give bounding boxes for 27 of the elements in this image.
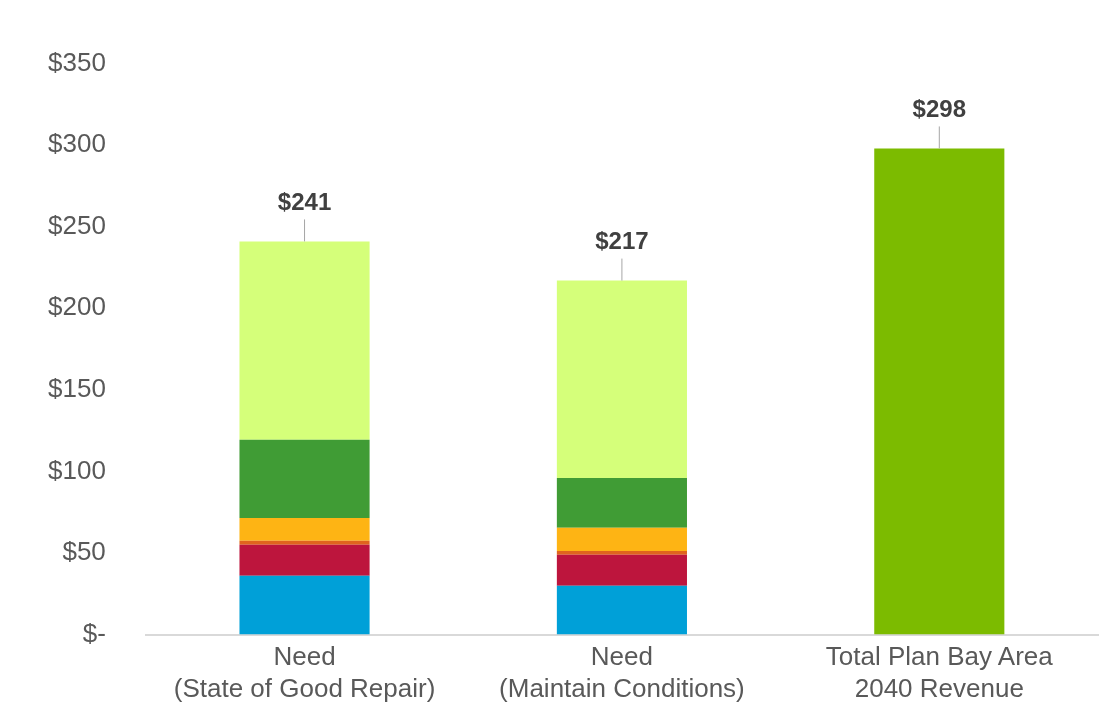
bar [239, 241, 370, 440]
y-tick-label: $150 [48, 373, 106, 404]
y-tick-label: $- [82, 617, 106, 648]
y-tick-label: $350 [48, 46, 106, 77]
total-label: $217 [595, 227, 649, 255]
bar [239, 439, 370, 518]
y-tick-label: $250 [48, 209, 106, 240]
y-tick-label: $200 [48, 291, 106, 322]
total-label: $241 [277, 188, 332, 216]
total-label: $298 [912, 95, 966, 123]
bar [239, 544, 370, 576]
y-tick-label: $50 [62, 536, 106, 567]
bar [239, 517, 370, 541]
bar [556, 477, 687, 528]
bar [556, 554, 687, 586]
bar [239, 575, 370, 635]
y-tick-label: $300 [48, 128, 106, 159]
bar [239, 540, 370, 545]
bar [874, 148, 1005, 635]
x-tick-label: Total Plan Bay Area 2040 Revenue [825, 641, 1054, 703]
bar [556, 280, 687, 478]
x-tick-label: Need (Maintain Conditions) [499, 641, 745, 703]
bar [556, 527, 687, 551]
y-tick-label: $100 [48, 454, 106, 485]
bar [556, 585, 687, 635]
bar [556, 550, 687, 555]
x-tick-label: Need (State of Good Repair) [173, 641, 436, 703]
